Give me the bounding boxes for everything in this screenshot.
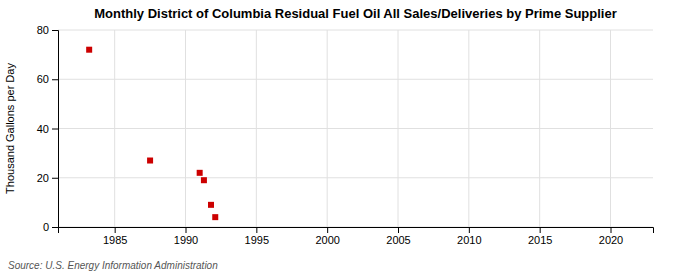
x-axis-tick-label: 1995 [245,234,269,246]
x-axis-tick-label: 2005 [386,234,410,246]
chart: 1985 1990 1995 2000 2005 2010 2015 2020 0 20 40 60 8… [0,0,675,275]
points [86,47,218,220]
x-axis-tick-label: 2010 [457,234,481,246]
y-axis-tick-mark [52,129,58,130]
y-axis-tick-mark [52,178,58,179]
x-axis-tick-mark [327,227,328,233]
x-axis-tick-label: 2015 [528,234,552,246]
x-axis-tick-mark [540,227,541,233]
x-axis: 1985 1990 1995 2000 2005 2010 2015 2020 [59,227,654,246]
point [86,47,92,53]
y-grid-line [58,177,653,178]
y-axis-tick-label: 80 [37,24,49,36]
point [208,202,214,208]
x-axis-tick: 2020 [599,227,623,246]
x-axis-tick: 2000 [315,227,339,246]
x-axis-line [59,228,654,234]
x-axis-tick: 2005 [386,227,410,246]
x-axis-tick-mark [398,227,399,233]
x-axis-tick-mark [186,227,187,233]
y-axis-tick: 0 [43,221,58,233]
x-axis-tick-label: 2000 [315,234,339,246]
source-note: Source: U.S. Energy Information Administ… [8,260,218,271]
plot-area: 1985 1990 1995 2000 2005 2010 2015 2020 0 20 40 60 8… [37,24,654,246]
x-axis-tick-label: 1985 [103,234,127,246]
y-axis-tick: 80 [37,24,58,36]
y-axis-tick-label: 40 [37,123,49,135]
y-axis-tick-label: 20 [37,172,49,184]
x-axis-tick-label: 2020 [599,234,623,246]
x-axis-tick-mark [256,227,257,233]
x-axis-tick: 1995 [245,227,269,246]
y-axis-tick-mark [52,30,58,31]
y-grid-line [58,128,653,129]
y-axis-tick: 20 [37,172,58,184]
grid [58,30,653,227]
point [212,214,218,220]
title: Monthly District of Columbia Residual Fu… [94,6,617,21]
point [201,177,207,183]
x-axis-tick-mark [115,227,116,233]
x-axis-tick-mark [611,227,612,233]
y-axis-tick: 40 [37,123,58,135]
y-axis-tick-label: 0 [43,221,49,233]
y-axis-label: Thousand Gallons per Day [4,63,16,194]
x-axis-tick: 2010 [457,227,481,246]
x-axis-tick: 1985 [103,227,127,246]
y-grid-line [58,79,653,80]
point [197,170,203,176]
point [147,158,153,164]
y-axis: 0 20 40 60 80 [37,24,59,233]
y-axis-line [52,31,59,228]
y-axis-tick-label: 60 [37,73,49,85]
x-axis-tick: 1990 [174,227,198,246]
y-axis-tick-mark [52,79,58,80]
y-axis-tick-mark [52,227,58,228]
x-axis-tick-label: 1990 [174,234,198,246]
y-axis-tick: 60 [37,73,58,85]
y-grid-line [58,30,653,31]
x-axis-tick: 2015 [528,227,552,246]
x-axis-tick-mark [469,227,470,233]
